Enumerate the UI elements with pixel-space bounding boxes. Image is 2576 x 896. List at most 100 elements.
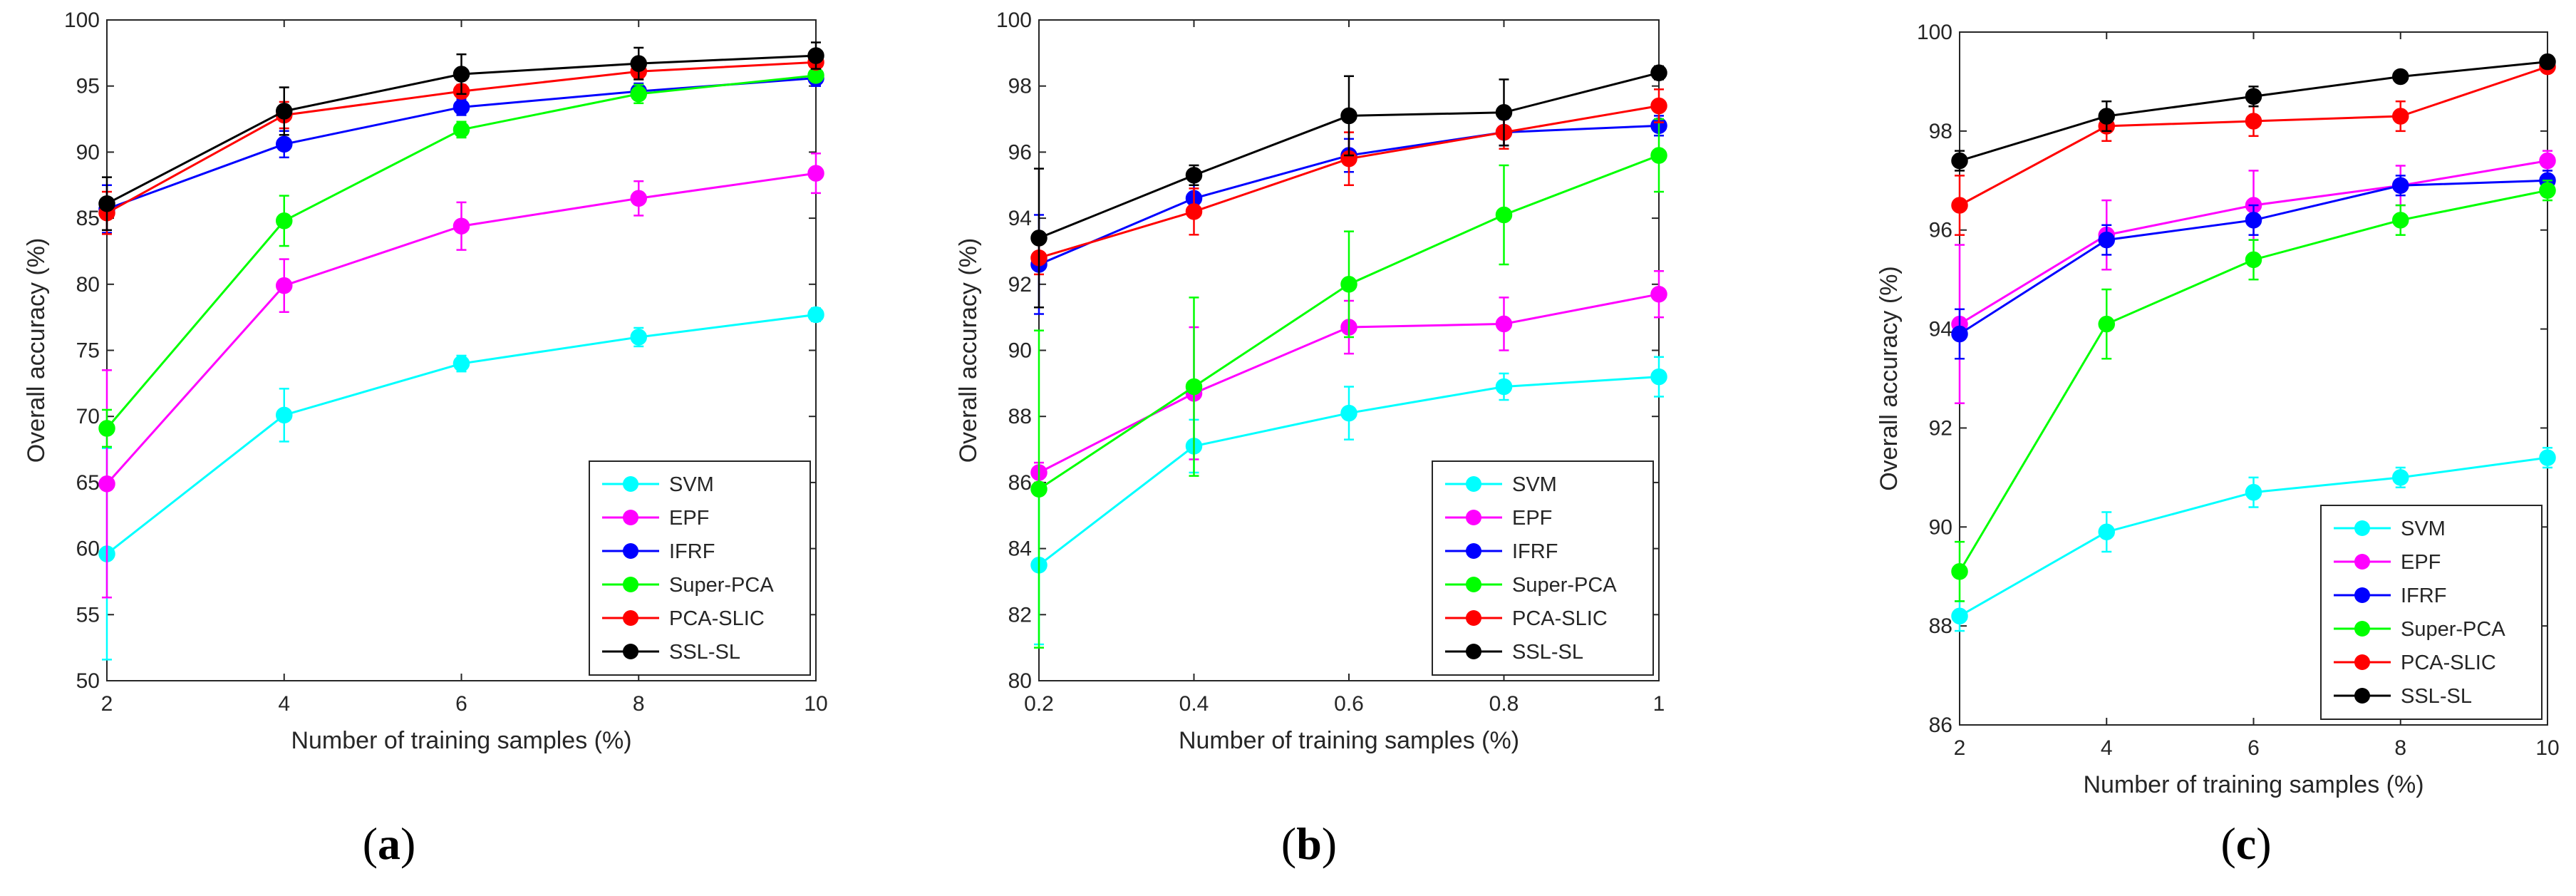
legend-entry: SVM (2401, 517, 2446, 540)
data-point (630, 190, 647, 207)
data-point (1650, 97, 1667, 115)
legend-entry: PCA-SLIC (669, 607, 765, 630)
series-ssl-sl (1030, 64, 1667, 309)
legend-entry: PCA-SLIC (1512, 607, 1608, 630)
data-point (1030, 230, 1048, 247)
data-point (807, 306, 824, 324)
data-point (276, 135, 293, 153)
caption-close-paren: ) (1322, 818, 1337, 869)
data-point (1650, 285, 1667, 303)
legend-entry: IFRF (1512, 540, 1558, 563)
data-point (1951, 607, 1968, 625)
data-point (2245, 251, 2262, 269)
data-point (1340, 107, 1357, 125)
legend: SVM EPF IFRF Super-PCA PCA-SLIC SSL-SL (2320, 505, 2543, 720)
data-point (1650, 368, 1667, 386)
y-tick-label: 75 (76, 339, 100, 363)
chart-panel-c: 86 88 90 92 94 96 98 100 2 4 6 8 10 Number of trainin… (1876, 21, 2560, 869)
x-tick-label: 2 (1954, 736, 1966, 760)
y-tick-label: 92 (1008, 273, 1032, 297)
data-point (98, 475, 115, 493)
y-axis-label: Overall accuracy (%) (955, 238, 982, 463)
x-tick-label: 8 (2394, 736, 2406, 760)
data-point (807, 47, 824, 64)
data-point (1951, 197, 1968, 214)
x-tick-label: 10 (804, 692, 827, 716)
y-tick-label: 94 (1929, 318, 1952, 341)
chart-panel-a: 50 55 60 65 70 75 80 85 90 95 100 2 4 6 8 10 Number of t… (23, 9, 828, 869)
data-point (2392, 177, 2409, 194)
y-tick-label: 84 (1008, 537, 1032, 561)
y-axis-label: Overall accuracy (%) (1876, 266, 1903, 491)
legend-entry: PCA-SLIC (2401, 652, 2496, 674)
data-point (1495, 378, 1513, 396)
x-tick-label: 0.4 (1179, 692, 1209, 716)
series-super-pca (1951, 180, 2556, 602)
data-point (276, 103, 293, 120)
series-ssl-sl (1951, 53, 2556, 172)
legend-swatch-marker (2354, 654, 2370, 670)
caption-letter: b (1296, 818, 1322, 869)
y-tick-label: 90 (1929, 515, 1952, 539)
y-tick-label: 98 (1929, 120, 1952, 143)
x-tick-label: 8 (633, 692, 645, 716)
series-ifrf (1951, 170, 2556, 360)
y-tick-label: 100 (64, 9, 100, 32)
data-point (807, 165, 824, 182)
x-tick-label: 0.2 (1024, 692, 1054, 716)
y-tick-label: 80 (76, 273, 100, 297)
legend-entry: SSL-SL (1512, 641, 1583, 664)
data-point (2539, 449, 2556, 466)
data-point (1495, 206, 1513, 224)
panel-caption: (c) (2220, 818, 2271, 869)
data-point (2098, 231, 2115, 249)
legend-swatch-marker (2354, 587, 2370, 603)
legend-entry: SSL-SL (2401, 685, 2472, 708)
legend-entry: Super-PCA (2401, 618, 2505, 641)
data-point (2245, 113, 2262, 130)
x-tick-label: 6 (455, 692, 467, 716)
series-ssl-sl (98, 41, 824, 232)
legend-swatch-marker (2354, 520, 2370, 536)
legend-swatch-marker (1466, 510, 1481, 525)
legend-swatch-marker (2354, 688, 2370, 704)
data-point (1495, 104, 1513, 121)
data-point (452, 98, 470, 116)
y-tick-label: 86 (1008, 471, 1032, 495)
y-tick-label: 98 (1008, 75, 1032, 98)
legend-box (1432, 460, 1654, 676)
data-point (1951, 152, 1968, 170)
data-point (276, 277, 293, 294)
y-tick-label: 70 (76, 405, 100, 428)
data-point (2098, 315, 2115, 333)
y-tick-label: 100 (996, 9, 1032, 32)
data-point (2098, 523, 2115, 540)
data-point (98, 420, 115, 437)
data-point (1030, 480, 1048, 498)
y-tick-label: 90 (1008, 339, 1032, 363)
y-tick-label: 60 (76, 537, 100, 561)
data-point (630, 86, 647, 103)
y-tick-label: 65 (76, 471, 100, 495)
y-tick-label: 80 (1008, 669, 1032, 693)
data-point (1185, 378, 1203, 396)
data-point (2539, 53, 2556, 71)
panel-caption: (a) (363, 818, 416, 869)
legend-swatch-marker (2354, 621, 2370, 637)
legend-swatch-marker (1466, 577, 1481, 592)
legend-swatch-marker (1466, 476, 1481, 492)
data-point (1340, 276, 1357, 293)
series-epf (98, 153, 824, 599)
series-super-pca (1030, 118, 1667, 649)
series-super-pca (98, 67, 824, 448)
data-point (1951, 563, 1968, 580)
data-point (452, 217, 470, 235)
y-tick-label: 88 (1008, 405, 1032, 428)
data-point (2392, 68, 2409, 86)
y-tick-label: 96 (1929, 219, 1952, 242)
legend: SVM EPF IFRF Super-PCA PCA-SLIC SSL-SL (1432, 460, 1654, 676)
legend-entry: EPF (1512, 507, 1552, 530)
y-tick-label: 95 (76, 75, 100, 98)
data-point (2392, 212, 2409, 229)
